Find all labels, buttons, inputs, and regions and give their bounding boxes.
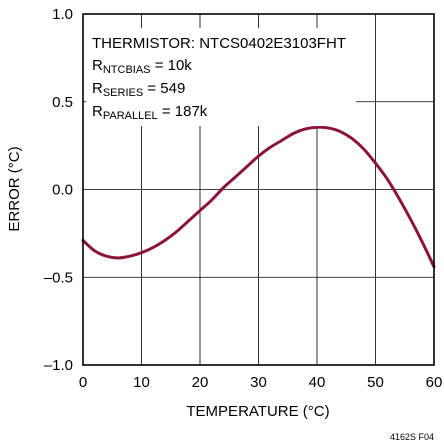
annotation-thermistor: THERMISTOR: NTCS0402E3103FHT [92,35,346,52]
annotation-r-series: RSERIES = 549 [92,80,185,99]
y-tick-labels: 1.0 0.5 0.0 –0.5 –1.0 [44,6,73,374]
series-layer [81,125,436,269]
x-tick-label: 10 [133,374,150,391]
x-tick-label: 20 [192,374,209,391]
x-tick-labels: 0 10 20 30 40 50 60 [79,374,443,391]
y-axis-title: ERROR (°C) [6,146,23,231]
y-tick-label: –1.0 [44,357,73,374]
error-series-line [81,125,436,269]
y-tick-label: 1.0 [52,6,73,23]
x-tick-label: 40 [309,374,326,391]
plot-frame [82,13,435,366]
y-tick-label: –0.5 [44,269,73,286]
annotation-r-ntcbias: RNTCBIAS = 10k [92,57,192,76]
y-tick-label: 0.0 [52,182,73,199]
figure-id: 4162S F04 [390,432,434,442]
x-axis-title: TEMPERATURE (°C) [186,403,329,420]
annotation-background [86,28,356,126]
x-tick-label: 30 [250,374,267,391]
x-tick-label: 0 [79,374,87,391]
x-tick-label: 50 [367,374,384,391]
annotation-r-parallel: RPARALLEL = 187k [92,103,208,122]
x-tick-label: 60 [426,374,443,391]
y-tick-label: 0.5 [52,94,73,111]
